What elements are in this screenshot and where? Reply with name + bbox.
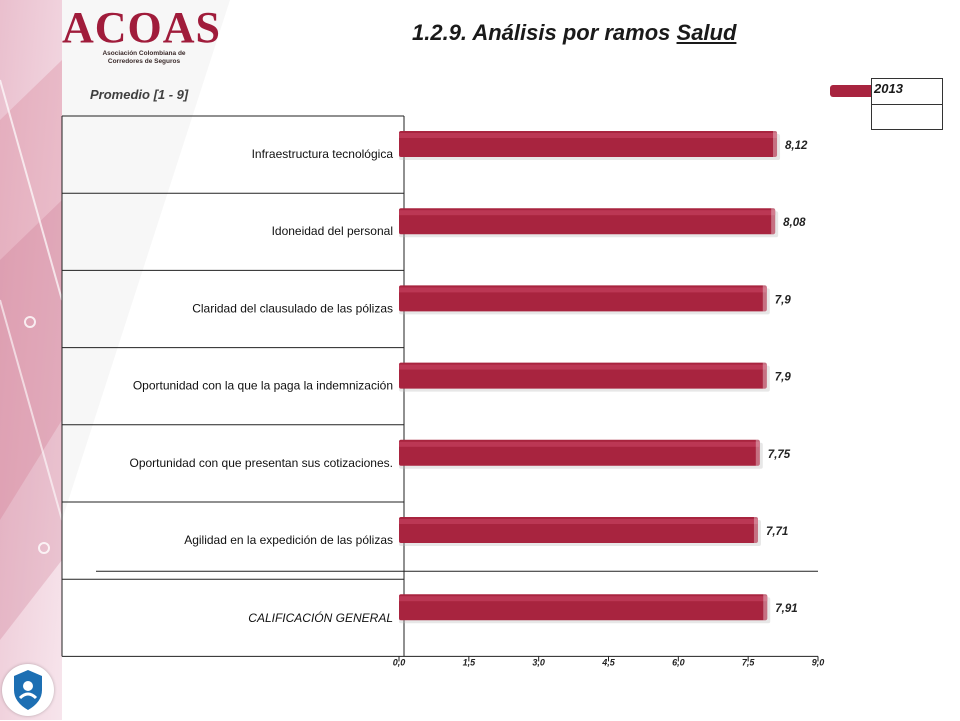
chart-subtitle: Promedio [1 - 9] xyxy=(90,87,189,102)
x-tick-label: 9,0 xyxy=(812,657,825,667)
data-label: 7,71 xyxy=(766,526,788,538)
bar-highlight xyxy=(399,287,767,293)
logo-wordmark: ACOAS xyxy=(62,3,222,52)
bar-end-cap xyxy=(762,285,767,312)
corner-badge xyxy=(2,664,54,716)
bar-highlight xyxy=(399,364,767,370)
legend-row: 2013 xyxy=(872,79,942,105)
category-label: Idoneidad del personal xyxy=(272,224,393,238)
acoas-logo: ACOAS Asociación Colombiana de Corredore… xyxy=(62,6,232,70)
category-label: Infraestructura tecnológica xyxy=(252,147,394,161)
x-tick-label: 7,5 xyxy=(742,657,756,667)
logo-subtitle-line2: Corredores de Seguros xyxy=(107,57,181,65)
data-label: 7,9 xyxy=(775,294,792,306)
x-tick-label: 4,5 xyxy=(601,657,616,667)
data-label: 7,9 xyxy=(775,372,792,384)
data-label: 8,08 xyxy=(783,217,806,229)
bar-highlight xyxy=(399,596,768,602)
bar-end-cap xyxy=(773,131,778,157)
category-label: CALIFICACIÓN GENERAL xyxy=(248,610,393,625)
data-label: 7,91 xyxy=(775,603,797,615)
bar-end-cap xyxy=(755,439,760,466)
legend-swatch xyxy=(830,85,872,97)
x-tick-label: 0,0 xyxy=(393,657,406,667)
legend-box: 2013 xyxy=(871,78,943,130)
page-title-emphasis: Salud xyxy=(676,20,737,45)
bar-end-cap xyxy=(762,362,767,389)
x-tick-label: 6,0 xyxy=(672,657,685,667)
data-label: 8,12 xyxy=(785,140,808,152)
bar-end-cap xyxy=(771,208,776,235)
x-tick-label: 3,0 xyxy=(532,657,545,667)
bar-end-cap xyxy=(753,517,758,543)
category-label: Claridad del clausulado de las pólizas xyxy=(192,301,393,315)
bar-highlight xyxy=(399,133,778,138)
category-label: Agilidad en la expedición de las pólizas xyxy=(184,533,393,547)
bar-end-cap xyxy=(763,594,768,621)
badge-icon xyxy=(14,670,42,710)
data-label: 7,75 xyxy=(768,449,791,461)
category-label: Oportunidad con que presentan sus cotiza… xyxy=(129,456,393,470)
page-title-main: 1.2.9. Análisis por ramos xyxy=(412,20,677,45)
category-label: Oportunidad con la que la paga la indemn… xyxy=(133,379,393,393)
logo-subtitle: Asociación Colombiana de Corredores de S… xyxy=(84,50,204,65)
bar-highlight xyxy=(399,441,760,447)
bar-highlight xyxy=(399,210,776,216)
legend-label: 2013 xyxy=(874,81,903,96)
page-title: 1.2.9. Análisis por ramos Salud xyxy=(412,20,736,46)
logo-subtitle-line1: Asociación Colombiana de xyxy=(102,50,186,57)
bar-highlight xyxy=(399,519,758,524)
x-tick-label: 1,5 xyxy=(463,657,477,667)
